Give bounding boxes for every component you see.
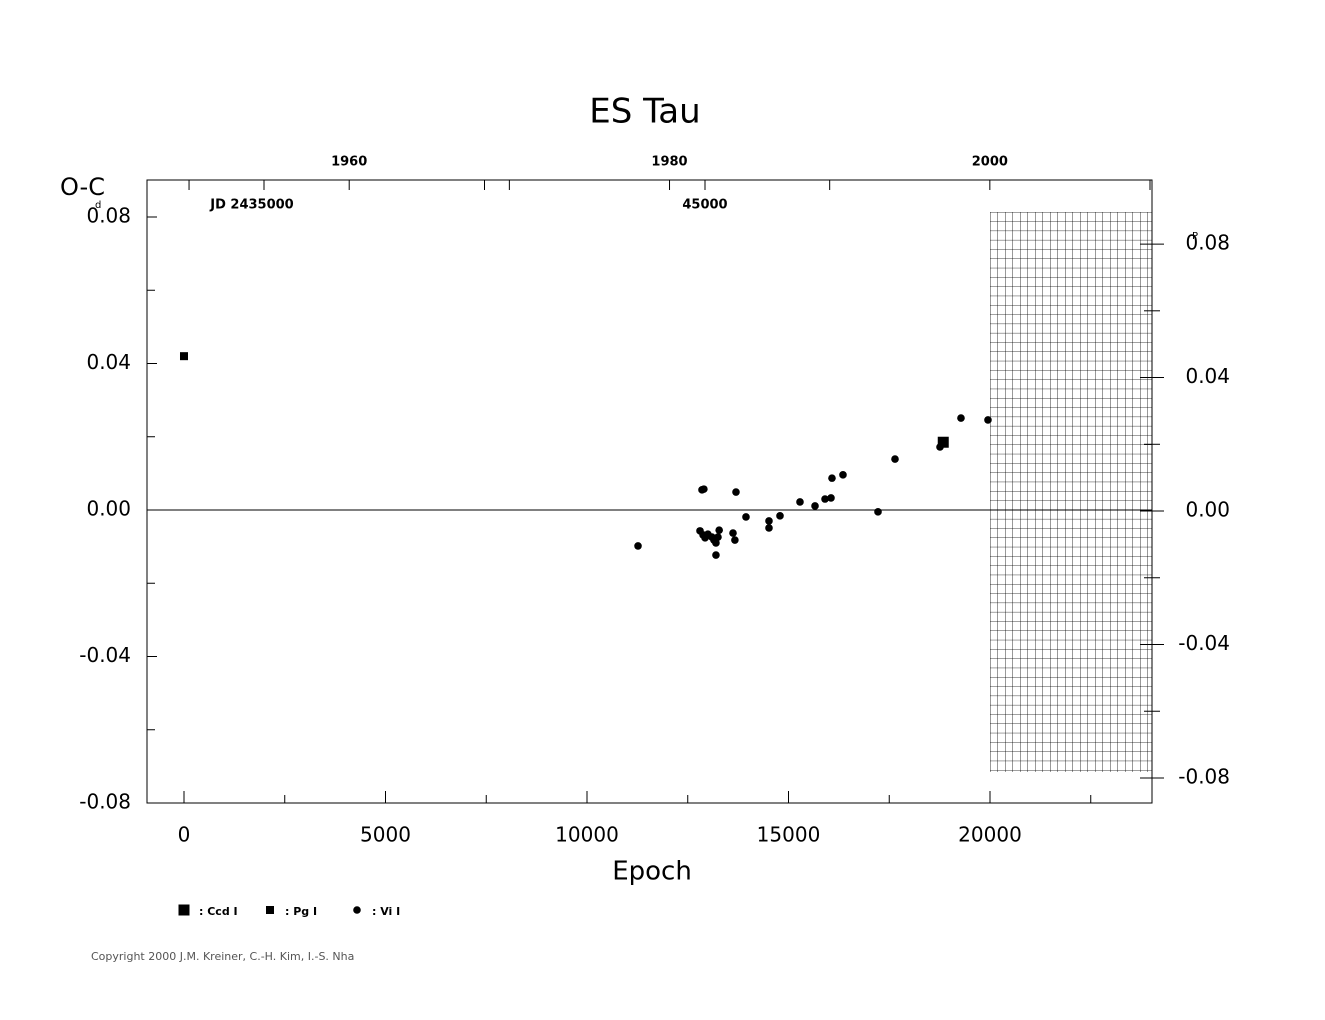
data-point [984,416,992,424]
data-point [732,488,740,496]
legend-label: : Vi I [372,905,400,918]
y-axis-label: O-C [60,173,105,201]
x-tick-label: 0 [178,823,191,847]
year-tick-label: 1960 [331,155,367,170]
year-tick-label: 2000 [972,155,1008,170]
y-tick-label: -0.04 [79,643,131,667]
y-tick-label: -0.08 [79,790,131,814]
jd-tick-label: 45000 [682,198,727,213]
data-point [796,498,804,506]
y2-axis-unit: P [1192,231,1198,242]
y-tick-label: 0.08 [86,203,131,227]
data-point [729,529,737,537]
x-tick-label: 10000 [555,823,619,847]
plot-frame [146,179,1153,804]
data-point [731,536,739,544]
x-tick-label: 20000 [958,823,1022,847]
data-point [874,508,882,516]
data-point [765,524,773,532]
legend-label: : Pg I [285,905,317,918]
data-point [634,542,642,550]
y2-tick-label: 0.00 [1185,498,1230,522]
legend-symbol [266,906,274,914]
data-point [714,533,722,541]
data-point [936,443,944,451]
y-axis-unit: d [95,200,101,211]
y2-tick-label: 0.08 [1185,231,1230,255]
legend-symbol [353,906,361,914]
future-mesh [990,212,1152,772]
data-point [957,414,965,422]
y2-tick-label: -0.04 [1178,631,1230,655]
data-point [827,494,835,502]
legend-label: : Ccd I [199,905,238,918]
data-point [742,513,750,521]
y2-tick-label: 0.04 [1185,364,1230,388]
data-point [712,551,720,559]
chart-title: ES Tau [589,92,700,132]
jd-tick-label: JD 2435000 [209,198,293,213]
data-point [765,517,773,525]
data-point [839,471,847,479]
legend-symbol [178,904,190,916]
y-tick-label: 0.04 [86,350,131,374]
data-point [937,436,949,448]
x-tick-label: 15000 [757,823,821,847]
data-point [776,512,784,520]
data-point [715,526,723,534]
copyright: Copyright 2000 J.M. Kreiner, C.-H. Kim, … [91,950,354,963]
y2-tick-label: -0.08 [1178,764,1230,788]
data-point [712,539,720,547]
data-point [811,502,819,510]
data-point [700,485,708,493]
x-axis-label: Epoch [612,857,692,887]
x-tick-label: 5000 [360,823,411,847]
y-tick-label: 0.00 [86,496,131,520]
data-point [891,455,899,463]
year-tick-label: 1980 [651,155,687,170]
data-point [821,495,829,503]
data-point [179,352,188,361]
data-point [828,474,836,482]
